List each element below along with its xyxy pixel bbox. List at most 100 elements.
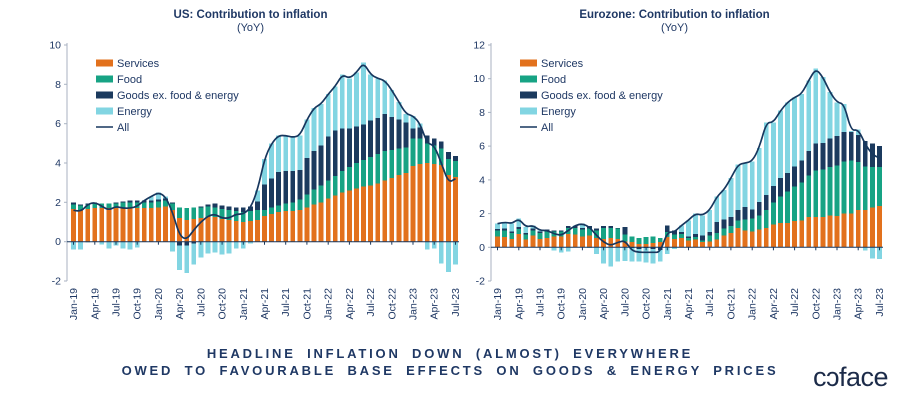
- bar-segment: [679, 225, 684, 233]
- bar-segment: [495, 230, 500, 237]
- bar-segment: [827, 215, 833, 248]
- us-chart-subtitle: (YoY): [236, 22, 265, 34]
- bar-segment: [106, 203, 112, 209]
- bar-segment: [382, 80, 388, 114]
- bar-segment: [127, 241, 133, 250]
- bar-segment: [78, 241, 84, 250]
- bar-segment: [686, 236, 691, 239]
- bar-segment: [318, 185, 324, 203]
- bar-segment: [827, 92, 833, 139]
- bar-segment: [869, 143, 875, 168]
- bar-segment: [233, 241, 239, 249]
- bar-segment: [247, 241, 253, 244]
- bar-segment: [177, 245, 183, 271]
- bar-segment: [431, 145, 437, 164]
- bar-segment: [325, 94, 331, 137]
- x-tick-label: Jul-21: [280, 288, 292, 317]
- bar-segment: [417, 138, 423, 164]
- bar-segment: [516, 228, 522, 234]
- legend-swatch-services: [96, 59, 113, 67]
- bar-segment: [657, 238, 663, 243]
- bar-segment: [770, 202, 776, 225]
- bar-segment: [290, 211, 296, 242]
- bar-segment: [396, 174, 402, 242]
- bar-segment: [580, 229, 585, 237]
- x-tick-label: Apr-21: [259, 288, 271, 320]
- bar-segment: [219, 205, 225, 210]
- bar-segment: [431, 163, 437, 242]
- eurozone-chart-svg: -2 0 2 4 6 8 10 12 Jan-19 Apr-19 Jul-19 Oct-19 Jan-2…: [473, 40, 886, 321]
- bar-segment: [339, 192, 345, 242]
- x-axis: [67, 241, 459, 245]
- bar-segment: [763, 227, 769, 248]
- bar-segment: [516, 233, 522, 248]
- bar-segment: [671, 234, 677, 239]
- bar-segment: [85, 209, 91, 242]
- bar-segment: [820, 142, 826, 170]
- x-tick-label: Jan-20: [153, 288, 165, 320]
- bar-segment: [756, 201, 762, 216]
- bar-segment: [693, 233, 698, 238]
- bar-segment: [276, 205, 282, 213]
- bar-segment: [410, 165, 416, 242]
- bar-segment: [290, 137, 296, 171]
- legend-swatch-goods: [96, 91, 113, 99]
- y-axis-labels: -2 0 2 4 6 8 10: [49, 40, 61, 288]
- bar-segment: [290, 170, 296, 203]
- bar-segment: [580, 223, 585, 228]
- bar-segment: [233, 207, 239, 212]
- bar-segment: [339, 128, 345, 171]
- bar-segment: [431, 138, 437, 146]
- bar-segment: [382, 180, 388, 242]
- bar-segment: [679, 233, 684, 239]
- bar-segment: [71, 241, 76, 250]
- bar-segment: [735, 164, 741, 211]
- bar-segment: [283, 170, 289, 204]
- bar-segment: [269, 143, 274, 179]
- bar-segment: [785, 222, 790, 248]
- bar-segment: [629, 236, 635, 243]
- bar-segment: [325, 136, 331, 181]
- bar-segment: [212, 203, 218, 208]
- eurozone-chart-subtitle: (YoY): [660, 22, 689, 34]
- bar-segment: [346, 190, 352, 242]
- bar-segment: [615, 228, 621, 239]
- bar-segment: [509, 238, 515, 248]
- x-tick-label: Apr-20: [598, 288, 610, 320]
- bar-segment: [375, 117, 381, 155]
- legend-label: Services: [541, 58, 584, 70]
- bar-segment: [445, 159, 451, 175]
- bar-segment: [636, 247, 642, 249]
- bar-segment: [855, 162, 861, 211]
- bar-segment: [516, 218, 522, 228]
- bar-segment: [799, 220, 805, 248]
- bar-segment: [495, 228, 500, 231]
- bar-segment: [255, 201, 260, 211]
- bar-segment: [813, 68, 819, 144]
- bar-segment: [601, 247, 607, 264]
- bar-segment: [120, 202, 126, 208]
- y-tick-label: 10: [473, 73, 485, 85]
- bar-segment: [848, 160, 854, 214]
- x-tick-label: Jan-21: [238, 288, 250, 320]
- y-tick-label: 10: [49, 40, 61, 52]
- bar-segment: [219, 219, 225, 242]
- x-tick-label: Apr-23: [429, 288, 441, 320]
- bar-segment: [622, 247, 628, 261]
- bar-segment: [749, 218, 755, 232]
- bar-segment: [671, 238, 677, 248]
- bar-segment: [848, 213, 854, 248]
- bar-segment: [297, 169, 303, 200]
- bar-segment: [269, 214, 274, 242]
- bar-segment: [410, 128, 416, 139]
- bar-segment: [608, 247, 614, 267]
- bar-segment: [770, 224, 776, 248]
- bar-segment: [368, 185, 373, 242]
- bar-segment: [219, 241, 225, 255]
- bar-segment: [671, 230, 677, 235]
- bar-segment: [403, 113, 409, 123]
- bar-segment: [276, 212, 282, 242]
- bar-segment: [721, 228, 727, 236]
- bar-segment: [869, 167, 875, 208]
- bar-segment: [71, 209, 76, 242]
